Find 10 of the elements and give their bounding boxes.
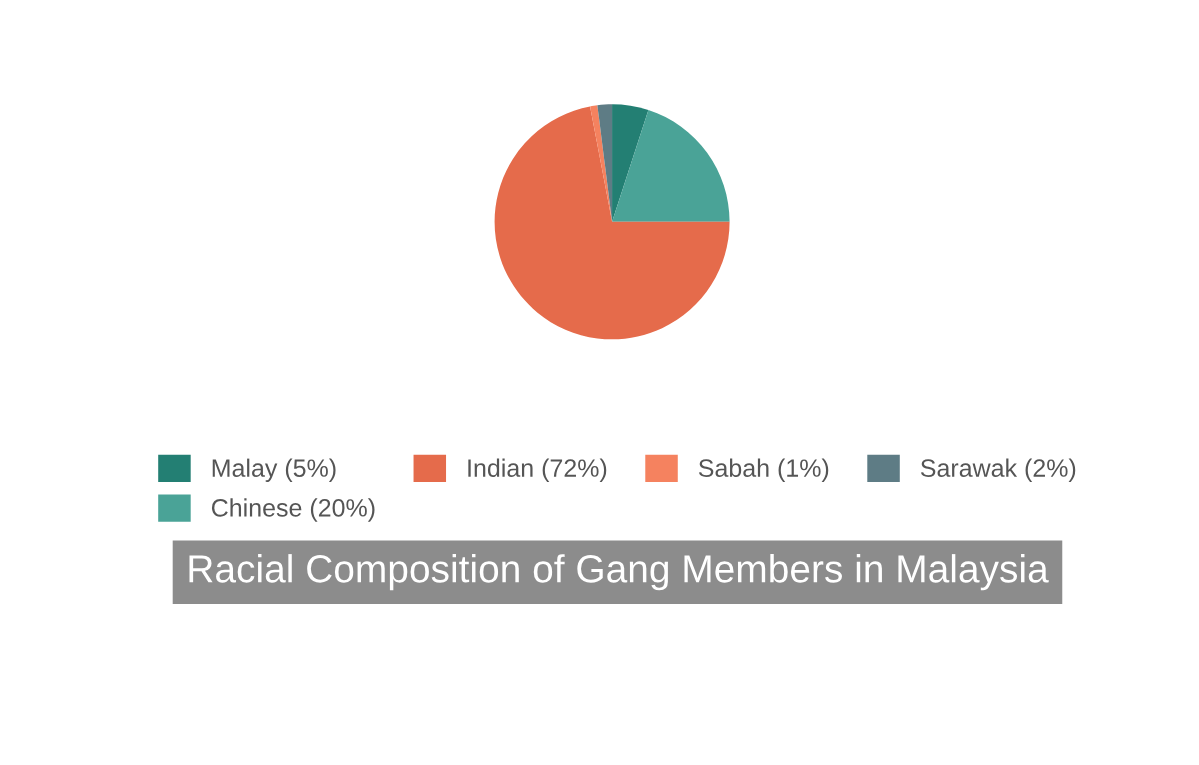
legend-label: Chinese (20%) bbox=[211, 498, 375, 522]
legend-label: Sabah (1%) bbox=[698, 458, 829, 482]
legend-label: Malay (5%) bbox=[212, 458, 336, 482]
pie-slice bbox=[612, 110, 730, 222]
legend-label: Sarawak (2%) bbox=[920, 458, 1076, 482]
pie-slice bbox=[494, 106, 730, 340]
legend-label: Indian (72%) bbox=[468, 458, 607, 482]
pie-slice bbox=[590, 105, 613, 222]
text: Racial Composition of Gang Members in Malaysia bbox=[189, 554, 1049, 591]
pie-slice bbox=[612, 104, 649, 222]
